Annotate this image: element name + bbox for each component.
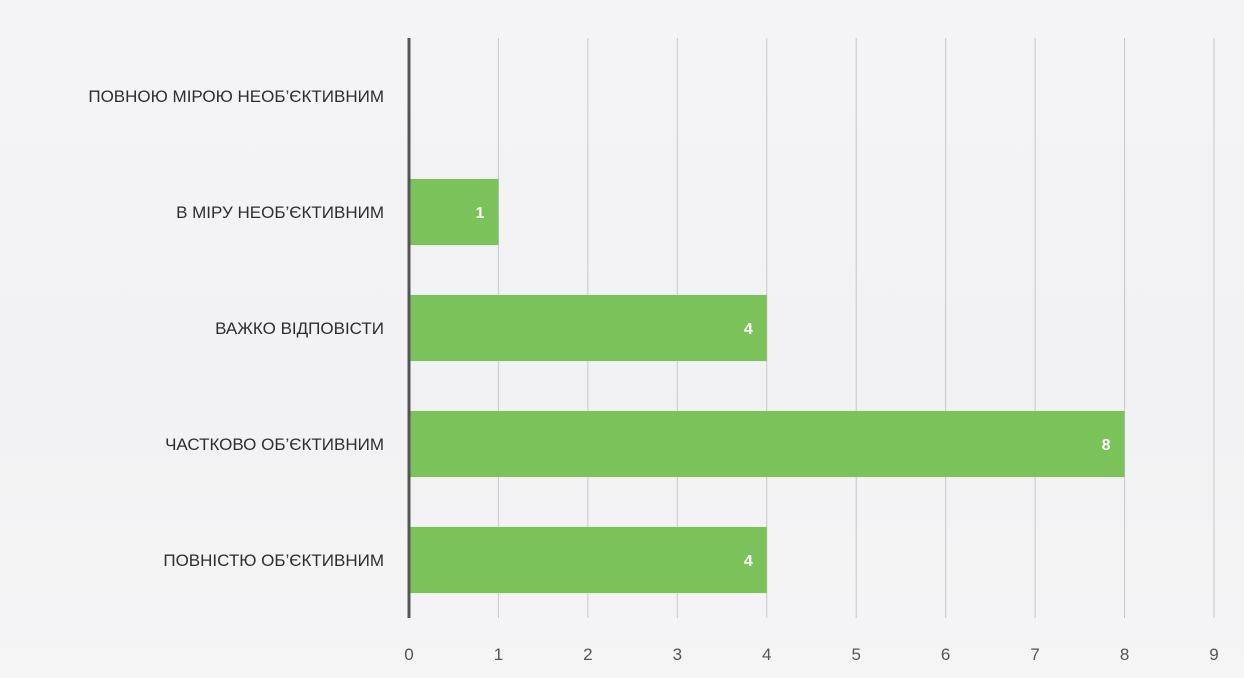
category-label-5: ПОВНІСТЮ ОБ’ЄКТИВНИМ (163, 551, 384, 570)
data-label-2: 1 (476, 205, 485, 222)
bar-3 (409, 294, 767, 362)
x-tick-label-0: 0 (404, 645, 413, 664)
bars (409, 178, 1125, 594)
x-tick-label-1: 1 (494, 645, 503, 664)
x-tick-label-6: 6 (941, 645, 950, 664)
category-label-2: В МІРУ НЕОБ’ЄКТИВНИМ (176, 203, 384, 222)
category-label-4: ЧАСТКОВО ОБ’ЄКТИВНИМ (165, 435, 384, 454)
bar-4 (409, 410, 1125, 478)
x-tick-label-4: 4 (762, 645, 771, 664)
gridlines (497, 38, 1215, 618)
data-label-5: 4 (744, 553, 753, 570)
x-tick-label-7: 7 (1030, 645, 1039, 664)
x-tick-label-8: 8 (1120, 645, 1129, 664)
bar-2 (409, 178, 499, 246)
x-tick-label-5: 5 (851, 645, 860, 664)
data-label-3: 4 (744, 321, 753, 338)
category-label-3: ВАЖКО ВІДПОВІСТИ (215, 319, 384, 338)
category-label-1: ПОВНОЮ МІРОЮ НЕОБ’ЄКТИВНИМ (88, 87, 384, 106)
x-tick-label-9: 9 (1209, 645, 1218, 664)
x-tick-label-3: 3 (673, 645, 682, 664)
data-label-4: 8 (1102, 437, 1111, 454)
x-tick-label-2: 2 (583, 645, 592, 664)
bar-5 (409, 526, 767, 594)
labels: 0 1 2 3 4 5 6 7 8 9 ПОВНОЮ МІРОЮ НЕОБ’ЄКТИВНИМ В МІ… (88, 87, 1218, 664)
